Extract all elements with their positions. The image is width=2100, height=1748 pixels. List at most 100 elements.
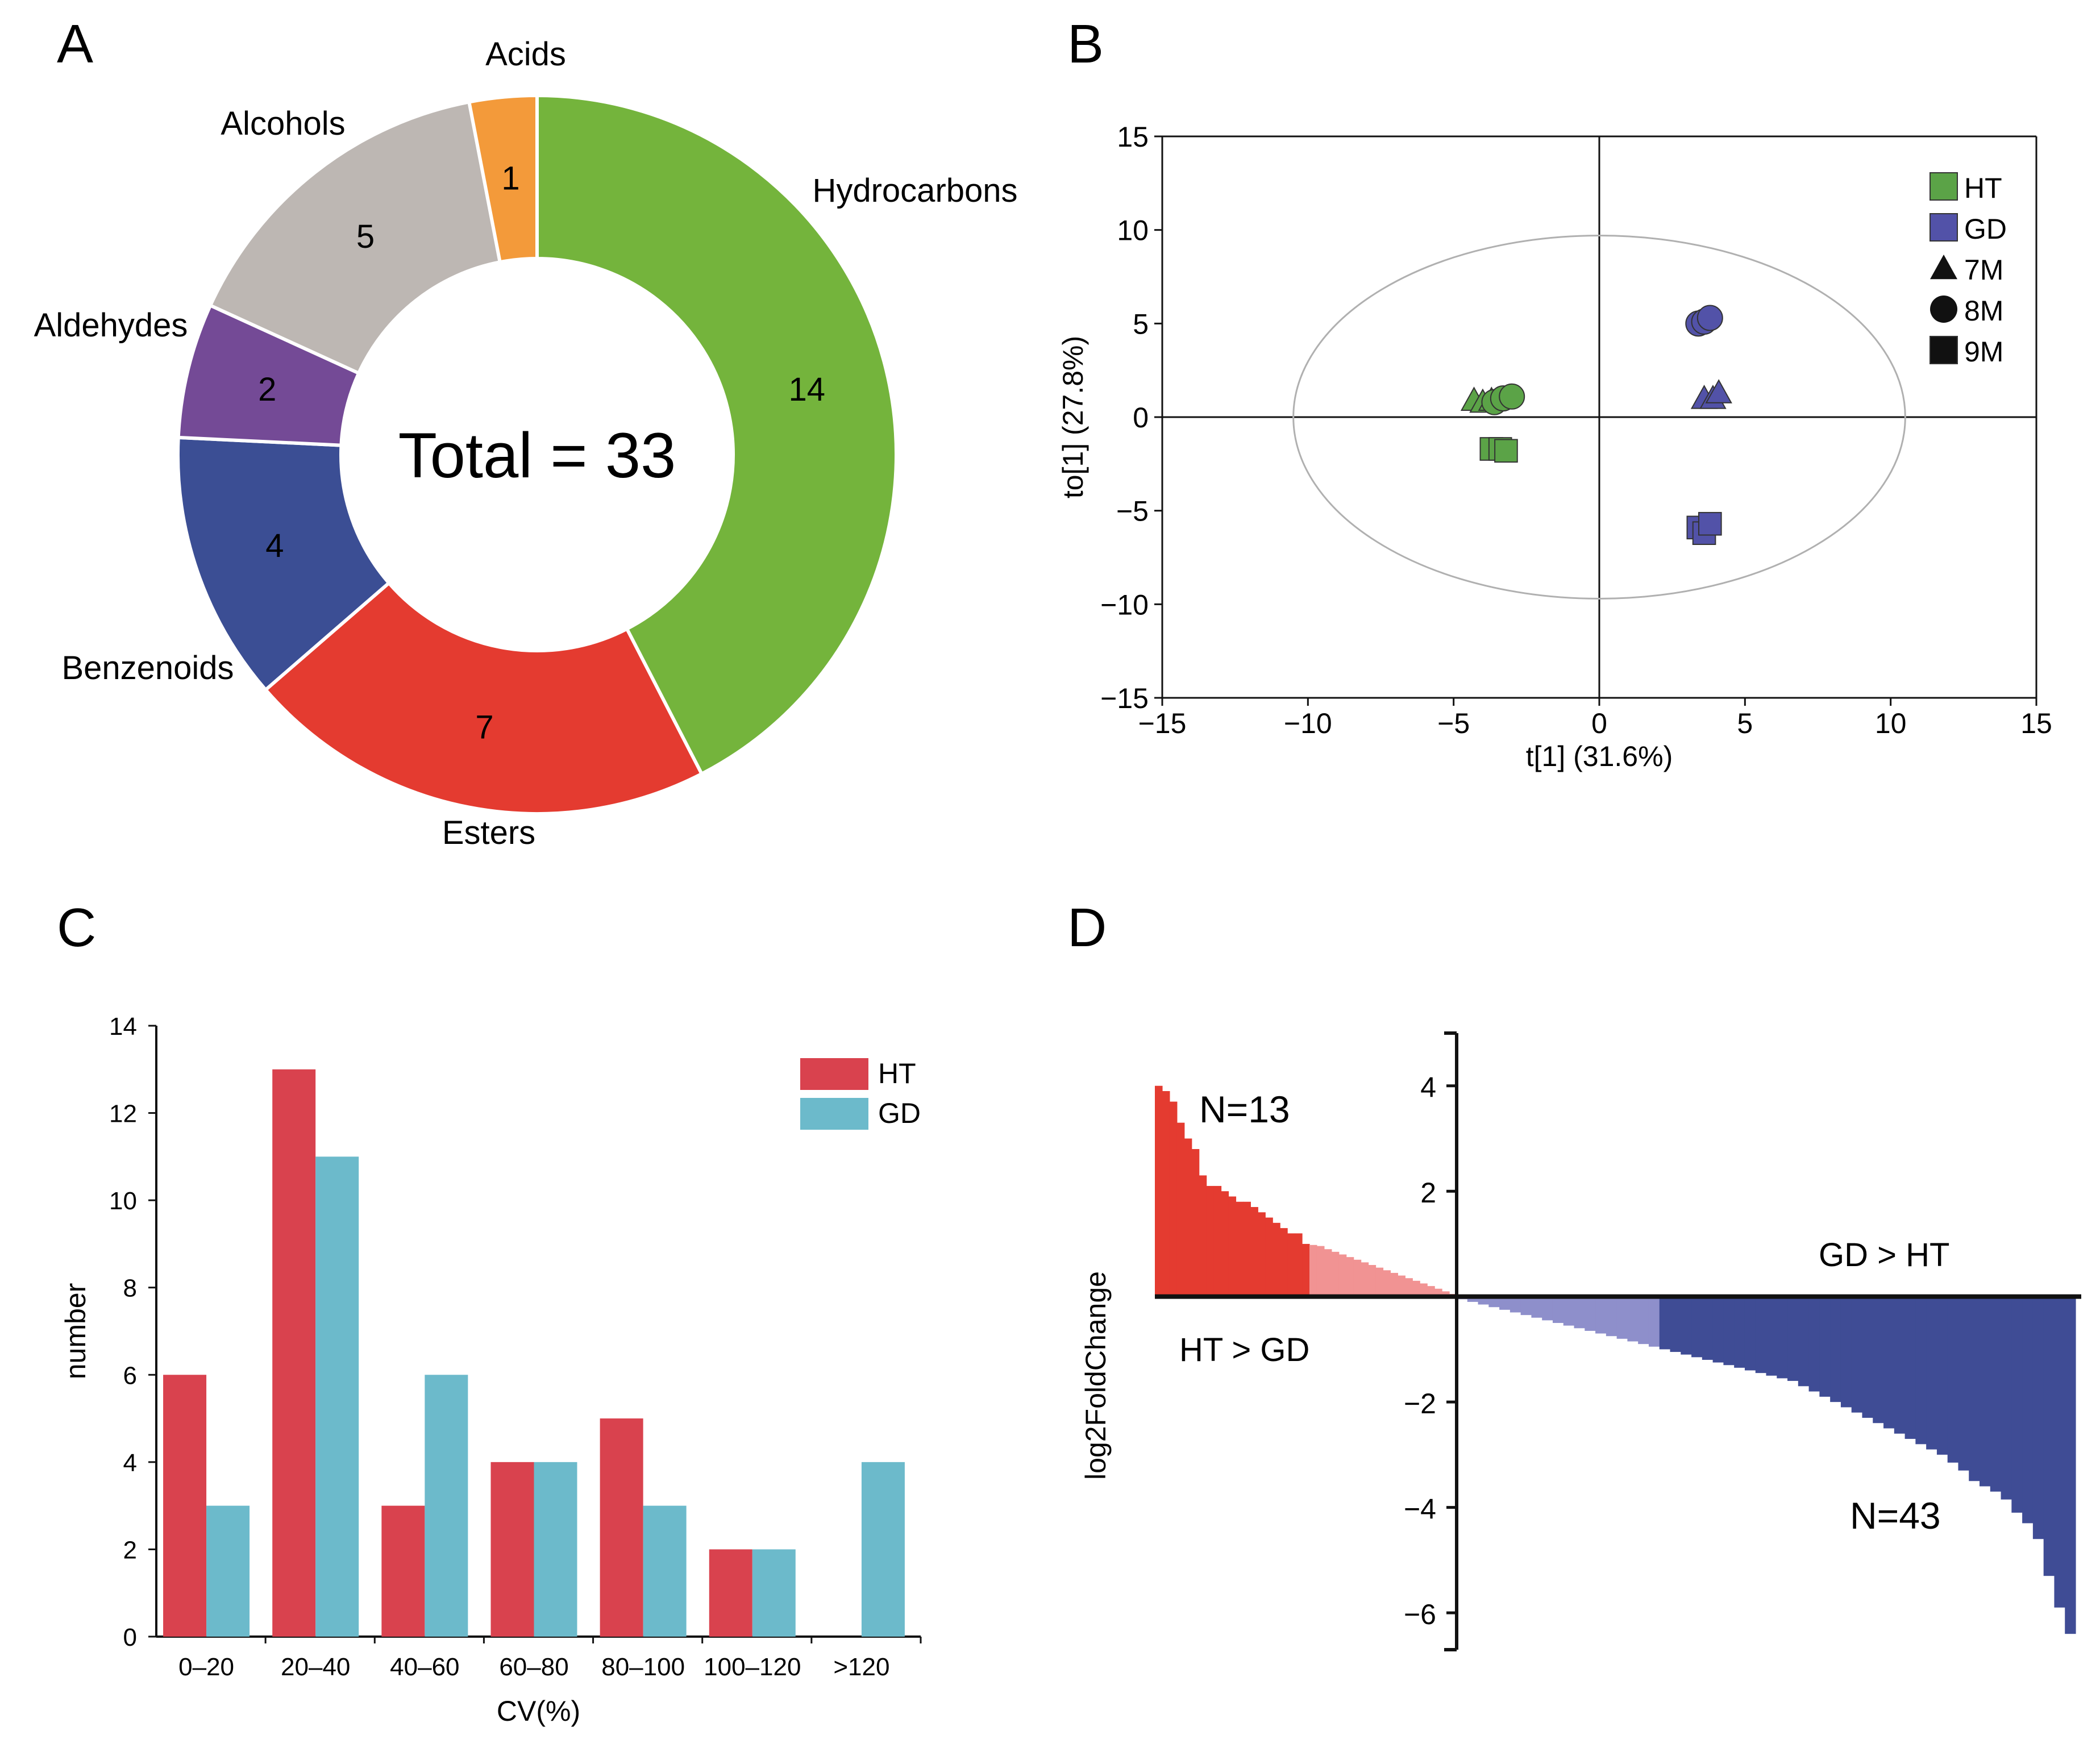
panel-letter-a: A [57, 14, 93, 74]
bar-up [1338, 1254, 1347, 1297]
legend-label-gd: GD [1964, 213, 2007, 245]
bar-down [1638, 1296, 1649, 1345]
bar-down [1552, 1296, 1564, 1324]
donut-label-benzenoids: Benzenoids [61, 650, 234, 686]
bar-down [1509, 1296, 1521, 1313]
bar-down [1862, 1296, 1873, 1418]
x-tick-label: 10 [1875, 707, 1907, 739]
bar-down [1947, 1296, 1959, 1463]
legend-marker-8m [1930, 296, 1957, 323]
y-tick-label: −2 [1404, 1388, 1436, 1420]
donut-label-hydrocarbons: Hydrocarbons [812, 172, 1017, 209]
x-tick-label: 60–80 [499, 1653, 568, 1681]
bar-gd-60-80 [534, 1462, 577, 1637]
bar-down [2001, 1296, 2012, 1500]
y-tick-label: 15 [1117, 121, 1149, 153]
bar-up [1250, 1207, 1258, 1297]
donut-center-total: Total = 33 [398, 420, 676, 491]
bar-up [1302, 1243, 1310, 1297]
bar-down [1734, 1296, 1745, 1368]
y-tick-label: 8 [123, 1275, 137, 1302]
bar-up [1273, 1222, 1280, 1297]
y-axis-title: log2FoldChange [1080, 1271, 1112, 1480]
donut-slice-alcohols [208, 99, 502, 376]
bar-down [1840, 1296, 1852, 1408]
legend-label-8m: 8M [1964, 295, 2003, 327]
bar-down [1894, 1296, 1906, 1434]
donut-slice-hydrocarbons [535, 93, 898, 776]
y-tick-label: 4 [123, 1449, 137, 1477]
bar-down [1969, 1296, 1980, 1481]
bar-down [1488, 1296, 1500, 1308]
bar-gd-120 [861, 1462, 905, 1637]
annotation-up-label: HT > GD [1179, 1331, 1309, 1368]
bar-up [1176, 1122, 1185, 1297]
bar-down [1787, 1296, 1799, 1381]
bar-down [1648, 1296, 1660, 1347]
bar-down [1659, 1296, 1671, 1350]
bar-down [2043, 1296, 2055, 1576]
donut-slice-benzenoids [176, 435, 392, 693]
bar-up [1236, 1201, 1244, 1297]
y-axis-title: to[1] (27.8%) [1057, 336, 1089, 498]
bar-up [1213, 1185, 1222, 1297]
bar-down [1712, 1296, 1724, 1363]
legend-label-ht: HT [878, 1058, 916, 1089]
donut-chart: 14 Hydrocarbons 7 Esters 4 Benzenoids 2 Aldehyd… [34, 36, 1018, 851]
bar-down [1926, 1296, 1937, 1450]
annotation-n-up: N=13 [1199, 1088, 1290, 1130]
bar-down [1915, 1296, 1927, 1445]
bar-up [1361, 1262, 1369, 1297]
bar-down [1851, 1296, 1863, 1413]
y-tick-label: 0 [123, 1624, 137, 1651]
bar-up [1331, 1251, 1340, 1297]
annotation-down-label: GD > HT [1819, 1237, 1949, 1273]
donut-value-esters: 7 [475, 709, 493, 746]
bar-up [1280, 1228, 1288, 1297]
bar-up [1375, 1267, 1384, 1297]
point-gd-9m [1698, 511, 1722, 536]
bar-ht-80-100 [600, 1418, 643, 1637]
bar-gd-20-40 [315, 1156, 359, 1637]
donut-label-alcohols: Alcohols [221, 105, 345, 142]
bar-down [2022, 1296, 2034, 1524]
bar-down [1873, 1296, 1884, 1424]
point-gd-8m [1696, 305, 1723, 331]
bar-down [1936, 1296, 1948, 1455]
bar-down [1574, 1296, 1585, 1329]
donut-value-acids: 1 [501, 160, 519, 197]
donut-slice-esters [263, 580, 704, 815]
bar-down [1681, 1296, 1692, 1355]
y-tick-label: 12 [109, 1100, 137, 1128]
donut-slice-acids [467, 93, 539, 264]
legend-label-gd: GD [878, 1097, 921, 1129]
x-tick-label: 5 [1737, 707, 1753, 739]
bar-up [1442, 1291, 1450, 1297]
donut-label-esters: Esters [442, 814, 535, 851]
y-tick-label: 5 [1133, 308, 1149, 340]
bar-down [1958, 1296, 1969, 1471]
bar-up [1287, 1233, 1295, 1297]
bar-up [1184, 1138, 1192, 1297]
bar-up [1309, 1245, 1317, 1297]
bar-up [1228, 1196, 1237, 1297]
bar-down [1980, 1296, 1991, 1487]
y-tick-label: 2 [1420, 1177, 1436, 1209]
x-axis-title: CV(%) [497, 1695, 580, 1727]
panel-letter-b: B [1067, 14, 1104, 74]
x-tick-label: 100–120 [704, 1653, 801, 1681]
y-tick-label: 4 [1420, 1072, 1436, 1104]
donut-value-benzenoids: 4 [265, 527, 284, 564]
bar-down [1723, 1296, 1735, 1366]
bar-down [1595, 1296, 1607, 1334]
x-axis-title: t[1] (31.6%) [1526, 740, 1673, 772]
donut-value-hydrocarbons: 14 [788, 371, 825, 408]
scatter-chart: −15 −10 −5 0 5 10 15 −15 −10 −5 0 5 10 15 t[1] (31.6%)… [1057, 121, 2052, 772]
y-tick-label: −4 [1404, 1493, 1436, 1525]
point-ht-8m [1499, 383, 1525, 410]
legend-marker-7m [1930, 255, 1957, 280]
bar-up [1368, 1265, 1377, 1297]
bar-up [1265, 1217, 1273, 1297]
bar-down [1563, 1296, 1575, 1326]
bar-down [1755, 1296, 1767, 1374]
